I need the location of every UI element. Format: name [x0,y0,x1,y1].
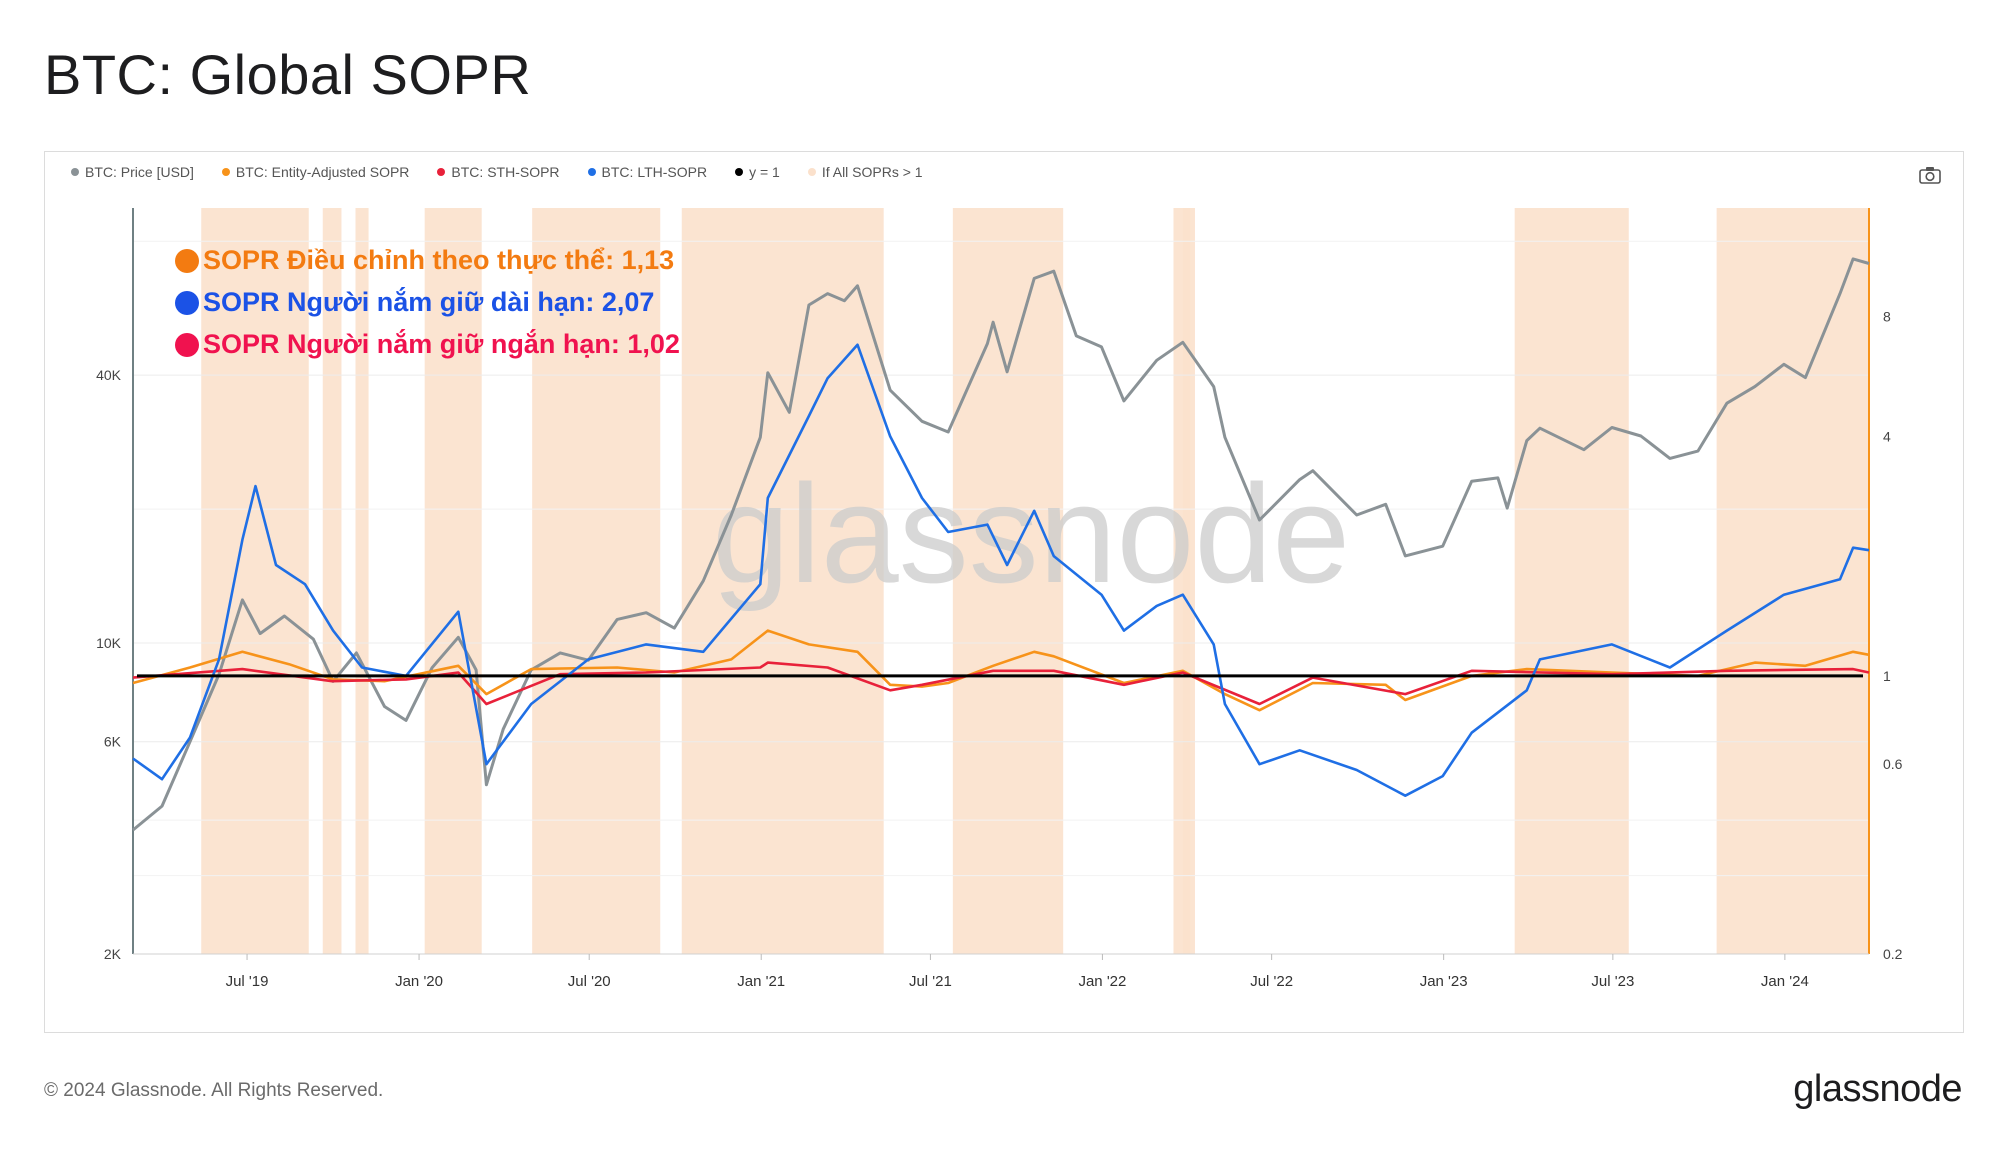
legend-item[interactable]: BTC: Entity-Adjusted SOPR [221,164,410,180]
legend-label: BTC: Entity-Adjusted SOPR [235,164,410,180]
x-tick-label: Jan '23 [1420,973,1468,990]
legend-label: BTC: LTH-SOPR [601,164,708,180]
series-line [132,629,1870,712]
legend-dot-icon [807,168,816,176]
chart-legend: BTC: Price [USD] BTC: Entity-Adjusted SOP… [71,164,923,180]
x-tick-label: Jul '23 [1591,973,1634,990]
series-line [132,343,1870,797]
legend-item[interactable]: BTC: Price [USD] [71,164,194,180]
y-right-tick-label: 1 [1883,668,1891,684]
annotation-label: SOPR Điều chỉnh theo thực thể: 1,13 [203,245,674,275]
legend-label: BTC: Price [USD] [85,164,194,180]
y-left-tick-label: 10K [96,635,122,651]
shaded-period [1182,208,1195,954]
y-right-tick-label: 8 [1883,309,1891,325]
legend-label: BTC: STH-SOPR [451,164,560,180]
shaded-period [355,208,369,954]
series-line [132,661,1870,706]
shaded-period [1514,208,1629,954]
shaded-period [952,208,1064,954]
shaded-period [424,208,482,954]
y-left-tick-label: 6K [104,734,122,750]
series-line [132,257,1870,832]
legend-dot-icon [71,168,79,176]
footer-logo[interactable]: glassnode [1793,1068,1962,1110]
x-tick-label: Jan '21 [737,973,785,990]
annotation-label: SOPR Người nắm giữ ngắn hạn: 1,02 [203,328,680,359]
y-right-tick-label: 4 [1883,428,1891,444]
y-left-tick-label: 40K [96,367,122,383]
legend-item[interactable]: BTC: STH-SOPR [437,164,560,180]
x-tick-label: Jul '21 [909,973,952,990]
shaded-period [322,208,342,954]
legend-dot-icon [221,168,230,176]
annotation-dot-icon [175,333,199,357]
legend-label: y = 1 [749,164,780,180]
legend-dot-icon [437,168,446,176]
legend-item[interactable]: BTC: LTH-SOPR [587,164,708,180]
annotation-dot-icon [175,249,199,273]
y-left-tick-label: 2K [104,946,122,962]
y-right-tick-label: 0.6 [1883,756,1903,772]
footer-copyright: © 2024 Glassnode. All Rights Reserved. [44,1080,384,1101]
x-tick-label: Jul '22 [1250,973,1293,990]
chart-svg: 2K 6K 10K 40K 0.2 0.6 1 4 8 Jul '19 Jan '20 Jul '20… [96,208,1903,990]
legend-dot-icon [735,168,744,176]
x-tick-label: Jan '20 [395,973,443,990]
chart-panel: BTC: Price [USD] BTC: Entity-Adjusted SOP… [44,151,1964,1033]
shaded-period [1716,208,1869,954]
x-tick-label: Jan '24 [1761,973,1809,990]
watermark: glassnode [712,455,1350,612]
shaded-period [201,208,309,954]
legend-item[interactable]: y = 1 [735,164,780,180]
annotation-label: SOPR Người nắm giữ dài hạn: 2,07 [203,286,654,317]
y-right-tick-label: 0.2 [1883,946,1903,962]
camera-icon[interactable] [1919,166,1941,184]
annotation-dot-icon [175,291,199,315]
legend-dot-icon [587,168,596,176]
x-tick-label: Jan '22 [1078,973,1126,990]
x-tick-label: Jul '19 [226,973,269,990]
shaded-period [681,208,884,954]
legend-item[interactable]: If All SOPRs > 1 [807,164,923,180]
x-tick-label: Jul '20 [568,973,611,990]
legend-label: If All SOPRs > 1 [821,164,923,180]
shaded-period [532,208,661,954]
shaded-period [1173,208,1191,954]
page-title: BTC: Global SOPR [44,43,532,106]
